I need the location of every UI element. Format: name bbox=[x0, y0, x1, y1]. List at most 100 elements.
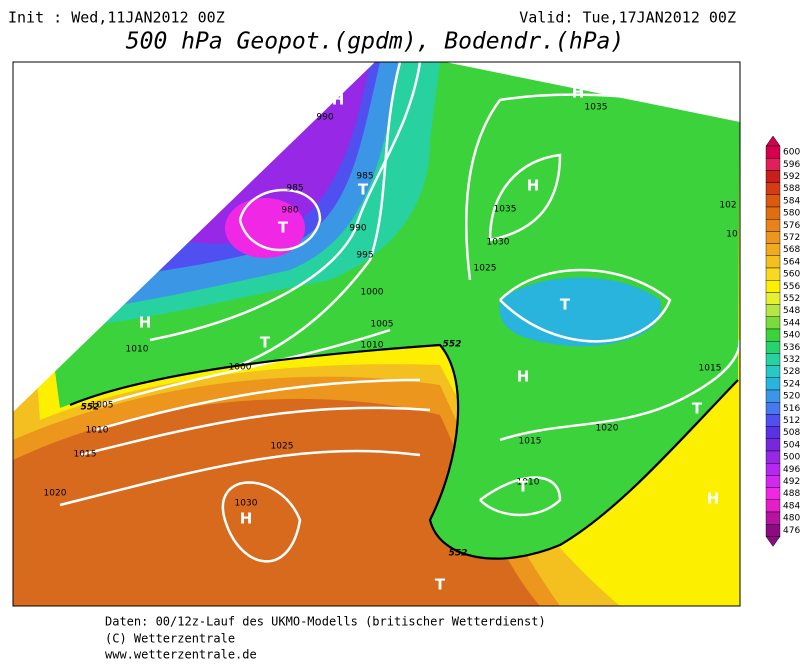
legend-label: 476 bbox=[783, 526, 800, 536]
legend-label: 540 bbox=[783, 331, 800, 341]
pressure-center: H bbox=[527, 177, 540, 195]
legend-arrow-bottom bbox=[765, 536, 781, 547]
isobar-label: 995 bbox=[356, 251, 373, 261]
legend-swatch bbox=[765, 145, 781, 159]
legend-swatch bbox=[765, 487, 781, 501]
legend-swatch bbox=[765, 255, 781, 269]
pressure-center: H bbox=[572, 84, 585, 102]
legend-swatch bbox=[765, 218, 781, 232]
legend-label: 556 bbox=[783, 282, 800, 292]
legend-swatch bbox=[765, 280, 781, 293]
isobar-label: 1000 bbox=[361, 288, 384, 298]
footer-line: Daten: 00/12z-Lauf des UKMO-Modells (bri… bbox=[105, 615, 546, 629]
legend-label: 560 bbox=[783, 270, 800, 280]
legend-swatch bbox=[765, 341, 781, 354]
isobar-label: 1005 bbox=[91, 401, 114, 411]
legend-swatch bbox=[765, 414, 781, 427]
pressure-center: H bbox=[707, 490, 720, 508]
legend-swatch bbox=[765, 304, 781, 318]
footer-line: (C) Wetterzentrale bbox=[105, 632, 235, 646]
isobar-label: 1010 bbox=[361, 341, 384, 351]
legend-label: 488 bbox=[783, 489, 800, 499]
legend-swatch bbox=[765, 475, 781, 488]
pressure-center: T bbox=[518, 478, 529, 496]
isobar-label: 1010 bbox=[86, 426, 109, 436]
isobar-label: 1030 bbox=[487, 238, 510, 248]
isobar-label: 1025 bbox=[271, 442, 294, 452]
legend-swatch bbox=[765, 182, 781, 196]
legend-label: 512 bbox=[783, 416, 800, 426]
contour-label: 552 bbox=[449, 549, 468, 559]
legend-label: 564 bbox=[783, 257, 800, 267]
legend-swatch bbox=[765, 292, 781, 305]
isobar-label: 1035 bbox=[494, 205, 517, 215]
legend-label: 480 bbox=[783, 514, 800, 524]
legend-label: 528 bbox=[783, 367, 800, 377]
contour-label: 552 bbox=[81, 403, 100, 413]
pressure-center: T bbox=[435, 576, 446, 594]
legend-swatch bbox=[765, 267, 781, 281]
isobar-label: 985 bbox=[356, 172, 373, 182]
pressure-center: H bbox=[332, 91, 345, 109]
legend-label: 592 bbox=[783, 172, 800, 182]
legend-swatch bbox=[765, 402, 781, 415]
pressure-center: T bbox=[692, 400, 703, 418]
isobar-label: 1015 bbox=[519, 437, 542, 447]
legend-swatch bbox=[765, 157, 781, 171]
legend-label: 568 bbox=[783, 245, 800, 255]
legend-label: 600 bbox=[783, 148, 800, 158]
legend-label: 496 bbox=[783, 465, 800, 475]
isobar-label: 1005 bbox=[371, 320, 394, 330]
legend-swatch bbox=[765, 231, 781, 244]
legend-swatch bbox=[765, 438, 781, 452]
isobar-label: 1035 bbox=[585, 103, 608, 113]
isobar-label: 985 bbox=[286, 184, 303, 194]
legend-label: 516 bbox=[783, 404, 800, 414]
legend-label: 576 bbox=[783, 221, 800, 231]
legend-swatch bbox=[765, 365, 781, 379]
isobar-label: 102 bbox=[719, 201, 736, 211]
isobar-label: 1020 bbox=[44, 489, 67, 499]
isobar-label: 1010 bbox=[517, 478, 540, 488]
pressure-center: T bbox=[260, 334, 271, 352]
legend-swatch bbox=[765, 243, 781, 257]
isobar-label: 1025 bbox=[474, 264, 497, 274]
pressure-center: H bbox=[139, 314, 152, 332]
isobar-label: 990 bbox=[316, 113, 333, 123]
contour-label: 552 bbox=[443, 340, 462, 350]
isobar-label: 1015 bbox=[699, 364, 722, 374]
legend-swatch bbox=[765, 206, 781, 220]
isobar-label: 1020 bbox=[596, 424, 619, 434]
legend-label: 548 bbox=[783, 306, 800, 316]
legend-swatch bbox=[765, 194, 781, 208]
pressure-center: T bbox=[358, 181, 369, 199]
legend-swatch bbox=[765, 316, 781, 330]
pressure-center: T bbox=[278, 219, 289, 237]
legend-label: 536 bbox=[783, 343, 800, 353]
pressure-center: H bbox=[517, 368, 530, 386]
isobar-label: 1010 bbox=[126, 345, 149, 355]
isobar-label: 10 bbox=[726, 230, 738, 240]
isobar-label: 1015 bbox=[74, 450, 97, 460]
legend-label: 484 bbox=[783, 501, 800, 511]
legend-label: 544 bbox=[783, 318, 800, 328]
title: 500 hPa Geopot.(gpdm), Bodendr.(hPa) bbox=[126, 29, 625, 55]
legend-label: 552 bbox=[783, 294, 800, 304]
legend-swatch bbox=[765, 499, 781, 513]
legend-label: 584 bbox=[783, 196, 800, 206]
legend-label: 504 bbox=[783, 440, 800, 450]
legend-label: 520 bbox=[783, 392, 800, 402]
legend-swatch bbox=[765, 524, 781, 537]
legend-label: 508 bbox=[783, 428, 800, 438]
legend-label: 532 bbox=[783, 355, 800, 365]
isobar-label: 980 bbox=[281, 206, 298, 216]
map-frame bbox=[12, 61, 741, 607]
legend-swatch bbox=[765, 389, 781, 403]
pressure-center: T bbox=[560, 296, 571, 314]
legend-swatch bbox=[765, 353, 781, 366]
legend-label: 492 bbox=[783, 477, 800, 487]
legend-label: 572 bbox=[783, 233, 800, 243]
legend-swatch bbox=[765, 328, 781, 342]
isobar-label: 1000 bbox=[229, 363, 252, 373]
